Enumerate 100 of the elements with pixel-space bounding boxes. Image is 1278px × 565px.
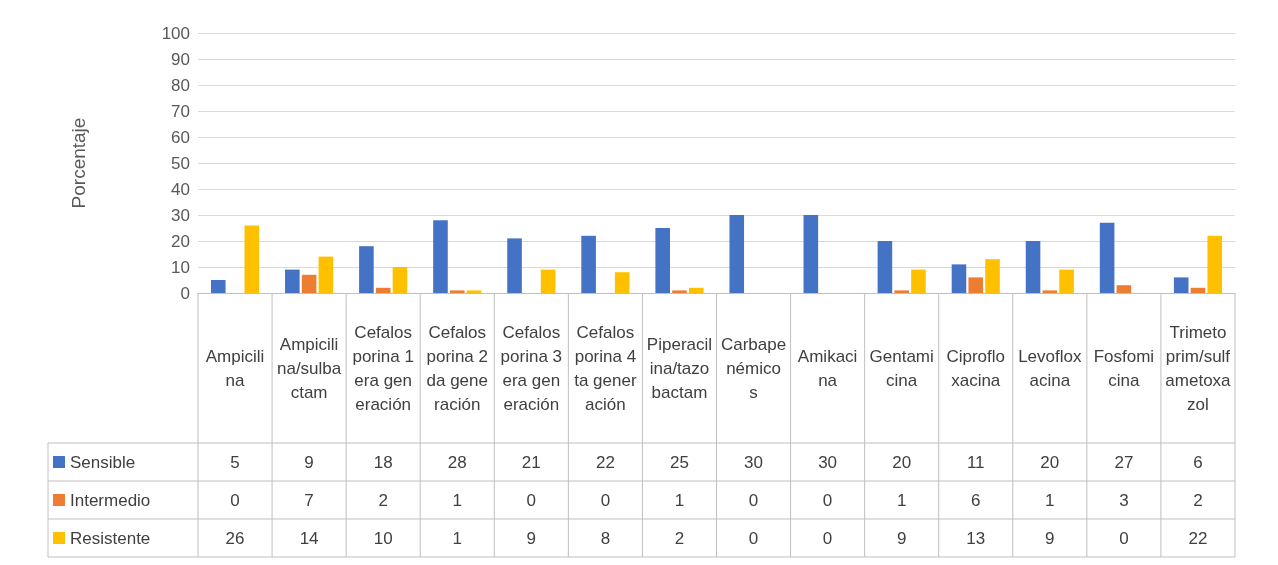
bar [951, 264, 967, 293]
bar [655, 228, 670, 293]
legend-label: Sensible [70, 452, 136, 472]
data-label: 26 [225, 528, 245, 548]
data-label: 18 [373, 452, 393, 472]
data-label: 1 [896, 490, 907, 510]
bar [375, 287, 391, 293]
bar [540, 269, 556, 293]
data-label: 9 [896, 528, 907, 548]
y-tick-label: 10 [171, 257, 190, 277]
data-label: 9 [526, 528, 537, 548]
bar [1116, 285, 1132, 293]
x-tick-label: Piperacilina/tazobactam [646, 334, 713, 402]
data-label: 10 [373, 528, 393, 548]
bar [877, 241, 893, 293]
data-label: 2 [674, 528, 685, 548]
x-tick-label: Cefalosporina 1era generación [352, 322, 414, 414]
y-tick-label: 0 [180, 283, 190, 303]
data-label: 7 [304, 490, 314, 510]
bar [1173, 277, 1189, 293]
bar [968, 277, 984, 293]
x-tick-label: Cefalosporina 4ta generación [574, 322, 637, 414]
data-label: 6 [971, 490, 981, 510]
data-label: 0 [526, 490, 537, 510]
bar [614, 272, 630, 293]
data-label: 0 [822, 490, 833, 510]
x-tick-label: Cefalosporina 3era generación [500, 322, 563, 414]
data-label: 11 [966, 452, 985, 472]
data-label: 30 [744, 452, 763, 472]
bar [911, 269, 926, 293]
y-tick-label: 90 [171, 49, 190, 69]
y-tick-label: 30 [171, 205, 190, 225]
y-axis-title: Porcentaje [68, 117, 89, 209]
bar [581, 235, 596, 293]
y-tick-label: 40 [171, 179, 190, 199]
bar [318, 256, 334, 293]
y-tick-label: 20 [171, 231, 190, 251]
x-tick-label: Ciprofloxacina [946, 346, 1006, 390]
data-label: 0 [748, 528, 759, 548]
data-label: 30 [818, 452, 838, 472]
legend-label: Resistente [70, 528, 151, 548]
data-label: 13 [966, 528, 986, 548]
data-label: 0 [1119, 528, 1129, 548]
data-label: 0 [230, 490, 240, 510]
data-label: 0 [822, 528, 833, 548]
x-tick-label: Trimetoprim/sulfametoxazol [1165, 322, 1232, 414]
x-tick-label: Ampicilina [205, 346, 265, 390]
bar [688, 287, 704, 293]
bar [1099, 222, 1115, 293]
data-label: 1 [1045, 490, 1055, 510]
x-tick-label: Carbapenémicos [720, 334, 787, 402]
y-tick-label: 60 [171, 127, 190, 147]
data-label: 9 [1045, 528, 1055, 548]
bar [1207, 235, 1223, 293]
legend-label: Intermedio [70, 490, 151, 510]
data-label: 0 [748, 490, 759, 510]
x-tick-label: Amikacina [797, 346, 858, 390]
bar [285, 269, 300, 293]
data-label: 1 [452, 490, 462, 510]
data-label: 9 [304, 452, 314, 472]
bar [803, 215, 819, 293]
bar [210, 280, 226, 293]
data-label: 5 [230, 452, 240, 472]
y-tick-label: 100 [161, 23, 190, 43]
data-label: 22 [595, 452, 615, 472]
data-label: 1 [674, 490, 685, 510]
bar [1190, 287, 1206, 293]
bar [1042, 290, 1058, 293]
y-tick-label: 70 [171, 101, 190, 121]
bar [244, 225, 260, 293]
data-label: 3 [1119, 490, 1129, 510]
data-label: 21 [521, 452, 541, 472]
data-label: 22 [1188, 528, 1208, 548]
x-tick-label: Gentamicina [869, 346, 934, 390]
data-label: 20 [1040, 452, 1060, 472]
bar [1059, 269, 1074, 293]
bar [433, 220, 448, 293]
y-tick-label: 50 [171, 153, 190, 173]
data-label: 27 [1114, 452, 1134, 472]
data-label: 1 [452, 528, 462, 548]
data-label: 0 [600, 490, 611, 510]
bar [359, 246, 374, 293]
x-tick-label: Fosfomicina [1093, 346, 1155, 390]
data-label: 2 [378, 490, 388, 510]
y-tick-label: 80 [171, 75, 190, 95]
bar [894, 290, 909, 293]
bar [466, 290, 482, 293]
bar [301, 274, 317, 293]
data-label: 28 [447, 452, 467, 472]
x-tick-label: Ampicilina/sulbactam [276, 334, 342, 402]
data-label: 25 [670, 452, 689, 472]
data-label: 8 [600, 528, 611, 548]
bar [507, 238, 522, 293]
x-tick-label: Levofloxacina [1018, 346, 1082, 390]
bar [392, 267, 408, 293]
bar [985, 259, 1000, 293]
bar [729, 215, 745, 293]
data-label: 6 [1193, 452, 1203, 472]
data-label: 20 [892, 452, 912, 472]
bar [1025, 241, 1041, 293]
